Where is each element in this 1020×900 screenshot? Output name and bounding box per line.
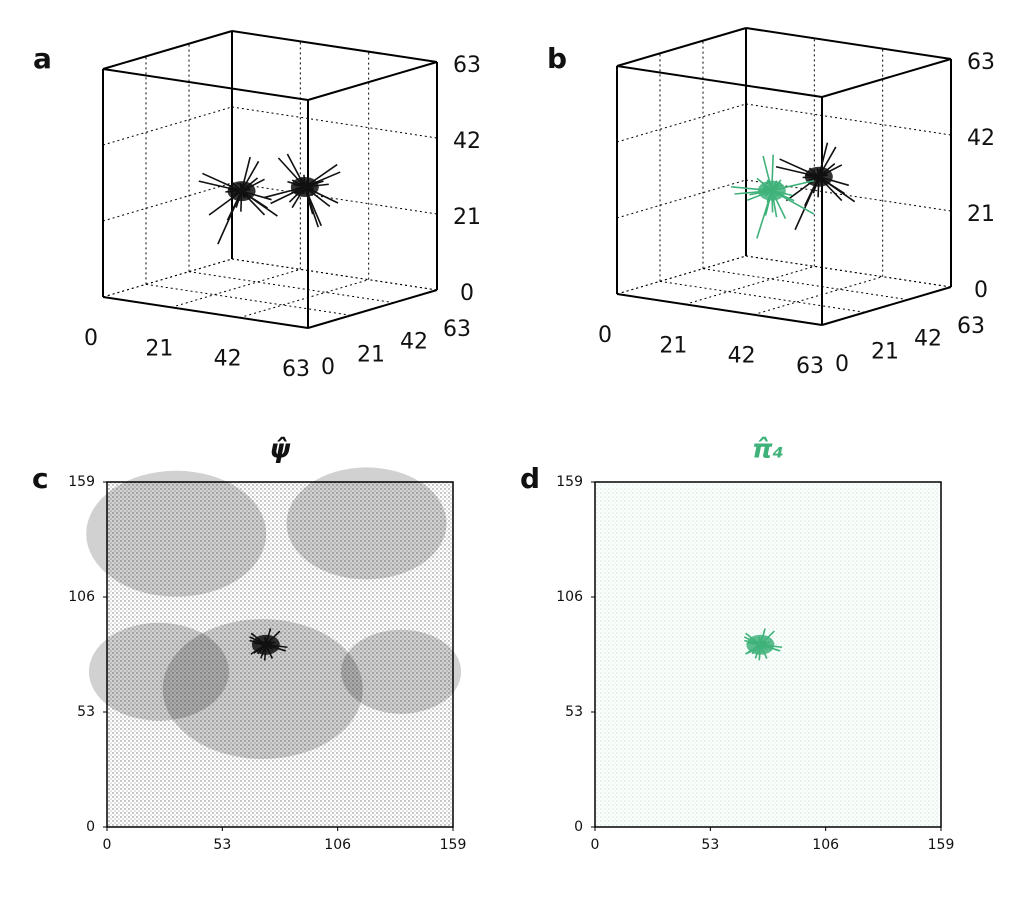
grid-line bbox=[231, 182, 438, 215]
singularity bbox=[757, 641, 764, 648]
field-texture bbox=[595, 482, 941, 827]
panel-label: b bbox=[547, 42, 567, 75]
grid-line bbox=[745, 103, 952, 136]
z-tick-label: 63 bbox=[453, 53, 481, 78]
y-tick-label: 0 bbox=[835, 352, 849, 377]
y-tick-label: 53 bbox=[565, 704, 583, 720]
z-tick-label: 0 bbox=[460, 281, 474, 306]
cube-edge bbox=[102, 30, 233, 70]
x-tick-label: 63 bbox=[796, 354, 824, 379]
grid-line bbox=[753, 276, 883, 316]
y-tick-label: 21 bbox=[871, 339, 899, 364]
y-tick-label: 63 bbox=[957, 314, 985, 339]
x-tick-label: 106 bbox=[812, 837, 839, 853]
panel-title: π̂₄ bbox=[752, 435, 784, 465]
field-shade bbox=[286, 467, 447, 580]
y-tick-label: 21 bbox=[357, 342, 385, 367]
z-tick-label: 21 bbox=[453, 205, 481, 230]
plot-frame bbox=[106, 481, 454, 828]
z-tick-label: 42 bbox=[967, 126, 995, 151]
y-tick-label: 106 bbox=[556, 589, 583, 605]
grid-line bbox=[685, 265, 815, 305]
y-tick-label: 0 bbox=[321, 355, 335, 380]
panel-label: d bbox=[520, 462, 540, 495]
z-tick-label: 0 bbox=[974, 278, 988, 303]
z-tick-label: 21 bbox=[967, 202, 995, 227]
grid-line bbox=[239, 279, 369, 319]
grid-line bbox=[188, 271, 395, 304]
x-tick-label: 42 bbox=[214, 347, 242, 372]
x-tick-label: 106 bbox=[324, 837, 351, 853]
grid-line bbox=[745, 255, 952, 288]
panel-label: a bbox=[33, 42, 52, 75]
cube-edge bbox=[307, 289, 438, 329]
x-tick-label: 21 bbox=[145, 336, 173, 361]
cluster-center bbox=[238, 188, 245, 195]
grid-line bbox=[659, 280, 866, 313]
cluster-center bbox=[301, 184, 308, 190]
grid-line bbox=[231, 106, 438, 139]
grid-line bbox=[171, 268, 301, 308]
cube-edge bbox=[231, 30, 438, 63]
y-tick-label: 159 bbox=[556, 474, 583, 490]
y-tick-label: 42 bbox=[400, 330, 428, 355]
x-tick-label: 63 bbox=[282, 357, 310, 382]
cube-edge bbox=[616, 27, 747, 67]
x-tick-label: 0 bbox=[103, 837, 112, 853]
cube-edge bbox=[745, 27, 952, 60]
y-tick-label: 53 bbox=[77, 704, 95, 720]
grid-line bbox=[616, 103, 747, 143]
grid-line bbox=[616, 255, 747, 295]
grid-line bbox=[231, 258, 438, 291]
cube-edge bbox=[821, 286, 952, 326]
y-tick-label: 106 bbox=[68, 589, 95, 605]
x-tick-label: 42 bbox=[728, 344, 756, 369]
y-tick-label: 0 bbox=[86, 819, 95, 835]
cube-edge bbox=[102, 68, 309, 101]
field-shade bbox=[86, 470, 267, 597]
cluster-center bbox=[768, 187, 775, 194]
plot-frame bbox=[594, 481, 942, 828]
x-tick-label: 53 bbox=[701, 837, 719, 853]
grid-line bbox=[702, 268, 909, 301]
z-tick-label: 63 bbox=[967, 50, 995, 75]
singularity bbox=[262, 641, 269, 648]
cube-edge bbox=[102, 296, 309, 329]
z-tick-label: 42 bbox=[453, 129, 481, 154]
grid-line bbox=[102, 106, 233, 146]
field-shade bbox=[341, 629, 462, 714]
x-tick-label: 0 bbox=[591, 837, 600, 853]
x-tick-label: 159 bbox=[928, 837, 955, 853]
panel-title: ψ̂ bbox=[270, 435, 291, 465]
cube-edge bbox=[616, 65, 823, 98]
y-tick-label: 63 bbox=[443, 317, 471, 342]
cluster-center bbox=[815, 173, 822, 180]
y-tick-label: 159 bbox=[68, 474, 95, 490]
grid-line bbox=[102, 258, 233, 298]
x-tick-label: 0 bbox=[598, 323, 612, 348]
y-tick-label: 42 bbox=[914, 327, 942, 352]
y-tick-label: 0 bbox=[574, 819, 583, 835]
x-tick-label: 53 bbox=[213, 837, 231, 853]
field-shade bbox=[162, 619, 363, 759]
panel-label: c bbox=[32, 462, 49, 495]
grid-line bbox=[616, 179, 747, 219]
grid-line bbox=[102, 182, 233, 222]
x-tick-label: 159 bbox=[440, 837, 467, 853]
cube-edge bbox=[821, 58, 952, 98]
x-tick-label: 0 bbox=[84, 326, 98, 351]
cube-edge bbox=[616, 293, 823, 326]
grid-line bbox=[145, 283, 352, 316]
cube-edge bbox=[307, 61, 438, 101]
x-tick-label: 21 bbox=[659, 333, 687, 358]
field-shade bbox=[88, 622, 229, 721]
field-texture bbox=[107, 482, 453, 827]
